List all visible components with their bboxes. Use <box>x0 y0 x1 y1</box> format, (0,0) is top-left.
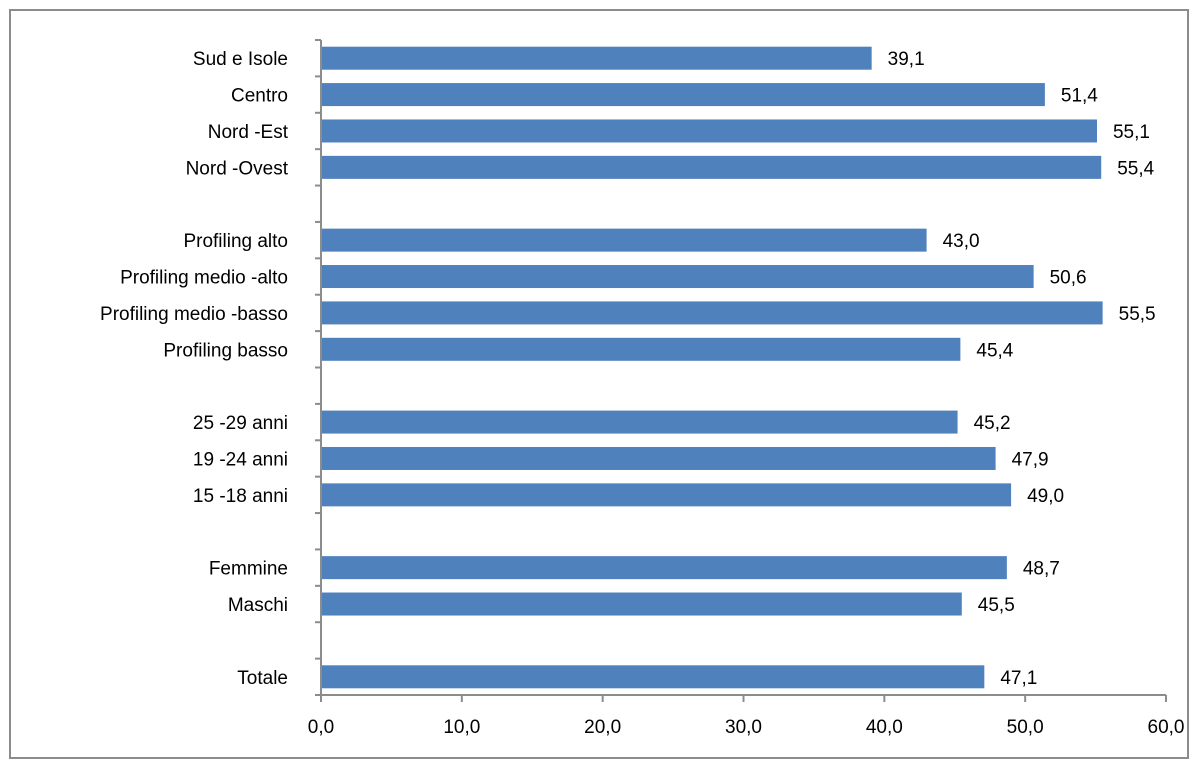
x-tick-label: 60,0 <box>1148 717 1185 738</box>
x-tick-label: 10,0 <box>443 717 480 738</box>
x-tick-label: 40,0 <box>866 717 903 738</box>
data-label: 45,2 <box>974 413 1011 434</box>
labels-group: 0,0 10,0 20,0 30,0 40,0 50,0 60,0 Sud e Isole 39… <box>100 49 1184 738</box>
bar <box>322 83 1045 107</box>
bar <box>322 228 927 252</box>
bar <box>322 446 996 470</box>
x-tick-label: 0,0 <box>308 717 334 738</box>
bar <box>322 155 1102 179</box>
data-label: 43,0 <box>943 231 980 252</box>
data-label: 49,0 <box>1027 486 1064 507</box>
category-label: Sud e Isole <box>193 49 288 70</box>
data-label: 39,1 <box>888 49 925 70</box>
category-label: Maschi <box>228 595 288 616</box>
category-label: Centro <box>231 86 288 107</box>
x-tick-label: 20,0 <box>584 717 621 738</box>
data-label: 55,4 <box>1117 158 1154 179</box>
data-label: 50,6 <box>1050 268 1087 289</box>
category-label: 19 -24 anni <box>193 449 288 470</box>
x-tick-label: 30,0 <box>725 717 762 738</box>
bar <box>322 337 961 361</box>
category-label: Profiling medio -basso <box>100 304 288 325</box>
bars-group <box>322 46 1103 689</box>
bar <box>322 556 1007 580</box>
data-label: 55,1 <box>1113 122 1150 143</box>
category-label: Profiling alto <box>183 231 288 252</box>
bar <box>322 46 872 70</box>
bar <box>322 119 1097 143</box>
category-label: Profiling medio -alto <box>120 268 288 289</box>
data-label: 47,9 <box>1012 449 1049 470</box>
data-label: 51,4 <box>1061 86 1098 107</box>
category-label: 15 -18 anni <box>193 486 288 507</box>
bar <box>322 665 985 689</box>
data-label: 45,5 <box>978 595 1015 616</box>
x-tick-label: 50,0 <box>1007 717 1044 738</box>
category-label: Femmine <box>209 559 288 580</box>
bar <box>322 483 1012 507</box>
data-label: 55,5 <box>1119 304 1156 325</box>
category-label: Nord -Est <box>208 122 289 143</box>
category-label: Nord -Ovest <box>186 158 289 179</box>
data-label: 47,1 <box>1000 668 1037 689</box>
bar <box>322 592 962 616</box>
bar <box>322 301 1103 325</box>
data-label: 48,7 <box>1023 559 1060 580</box>
category-label: Totale <box>237 668 288 689</box>
category-label: Profiling basso <box>163 340 288 361</box>
category-label: 25 -29 anni <box>193 413 288 434</box>
bar <box>322 410 958 434</box>
bar <box>322 265 1034 289</box>
data-label: 45,4 <box>976 340 1013 361</box>
